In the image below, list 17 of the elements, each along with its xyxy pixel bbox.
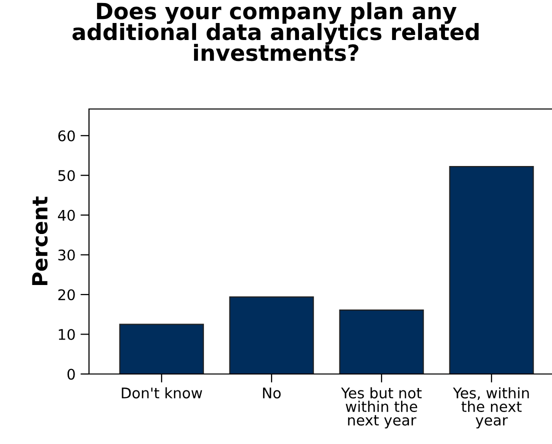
y-tick-label: 40 (58, 210, 75, 221)
y-tick-label: 0 (67, 368, 75, 380)
y-tick-label: 30 (58, 250, 75, 261)
x-tick-label: Don't know (122, 387, 202, 398)
y-tick-label: 60 (58, 130, 75, 142)
y-tick-label: 10 (58, 328, 75, 340)
bar (339, 309, 424, 374)
y-tick-label: 50 (58, 170, 75, 182)
bar (119, 324, 204, 374)
bar (449, 166, 534, 374)
y-axis-title: Percent (32, 196, 48, 286)
x-tick-label: Yes but not within the next year (341, 387, 422, 428)
bar (229, 296, 314, 374)
x-tick-label: No (263, 388, 281, 398)
x-tick-label: Yes, within the next year (452, 387, 529, 428)
chart-title: Does your company plan any additional data analytics related investments? (72, 2, 479, 62)
y-tick-label: 20 (58, 289, 75, 300)
